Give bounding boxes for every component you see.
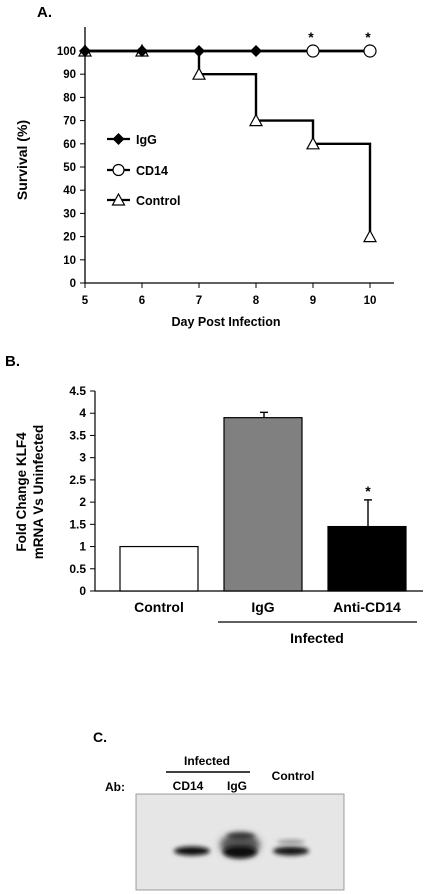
blot-lane-igg: IgG — [227, 779, 247, 793]
klf4-error-bars — [260, 411, 372, 527]
klf4-x-label: IgG — [251, 599, 274, 615]
legend-item-control: Control — [107, 192, 180, 208]
point-cd14 — [306, 44, 320, 58]
survival-y-ticks: 0 10 20 30 40 50 60 70 80 90 100 — [57, 46, 85, 290]
blot-lane-control: Control — [272, 769, 315, 783]
significance-asterisk: * — [365, 483, 371, 499]
point-control — [362, 229, 378, 243]
survival-x-ticks: 5 6 7 8 9 10 — [82, 283, 377, 307]
point-control — [248, 113, 264, 127]
survival-x-tick-label: 7 — [196, 295, 202, 307]
klf4-bar-chart: Fold Change KLF4 mRNA Vs Uninfected 0 0.5… — [14, 384, 423, 646]
klf4-y-tick-label: 4.5 — [69, 384, 86, 398]
survival-y-tick-label: 70 — [63, 116, 76, 128]
klf4-x-label: Anti-CD14 — [333, 599, 401, 615]
legend-control-label: Control — [136, 194, 180, 208]
survival-y-tick-label: 50 — [63, 162, 76, 174]
point-igg — [79, 45, 91, 57]
point-igg — [136, 45, 148, 57]
survival-y-tick-label: 60 — [63, 139, 76, 151]
klf4-infected-label: Infected — [290, 630, 344, 646]
klf4-annotations: * — [365, 483, 371, 499]
survival-y-axis-label: Survival (%) — [14, 120, 30, 200]
legend-control-triangle — [111, 192, 126, 206]
blot-band-control — [273, 846, 309, 856]
survival-x-axis-label: Day Post Infection — [171, 315, 280, 329]
panel-a: A. Survival (%) Day Post Infection 0 10 20… — [14, 4, 394, 329]
legend-item-cd14: CD14 — [107, 163, 168, 178]
point-igg — [193, 45, 205, 57]
panel-b-label: B. — [5, 353, 20, 370]
legend-igg-label: IgG — [136, 133, 157, 147]
survival-y-tick-label: 100 — [57, 46, 76, 58]
klf4-bars — [119, 417, 407, 592]
blot-band-cd14 — [174, 846, 210, 856]
survival-x-tick-label: 9 — [310, 295, 316, 307]
klf4-y-tick-label: 1 — [79, 540, 86, 554]
klf4-y-tick-label: 3.5 — [69, 428, 86, 442]
panel-b: B. Fold Change KLF4 mRNA Vs Uninfected 0… — [5, 353, 423, 646]
klf4-y-axis-label-line2: mRNA Vs Uninfected — [31, 425, 46, 560]
blot-band-control-faint — [277, 839, 305, 845]
survival-markers — [77, 43, 378, 243]
bar-igg — [223, 417, 303, 592]
survival-y-tick-label: 0 — [70, 278, 76, 290]
blot-infected-label: Infected — [184, 754, 230, 768]
survival-x-tick-label: 8 — [253, 295, 260, 307]
survival-lines — [85, 49, 372, 237]
survival-chart: Survival (%) Day Post Infection 0 10 20 30 4… — [14, 27, 394, 329]
blot-band-igg-upper — [227, 833, 255, 839]
survival-annotations: * * — [308, 29, 371, 45]
panel-a-label: A. — [37, 4, 52, 21]
klf4-x-label: Control — [134, 599, 184, 615]
survival-x-tick-label: 5 — [82, 295, 89, 307]
survival-x-tick-label: 6 — [139, 295, 145, 307]
point-cd14 — [363, 44, 377, 58]
series-line-control — [85, 49, 372, 237]
klf4-y-tick-label: 0.5 — [69, 562, 86, 576]
klf4-y-tick-label: 2.5 — [69, 473, 86, 487]
bar-control — [119, 545, 199, 592]
survival-y-tick-label: 20 — [63, 232, 76, 244]
panel-c-label: C. — [93, 729, 107, 745]
survival-y-tick-label: 90 — [63, 69, 76, 81]
klf4-y-tick-label: 4 — [79, 406, 86, 420]
point-control — [191, 66, 207, 80]
klf4-y-tick-label: 1.5 — [69, 517, 86, 531]
klf4-y-tick-label: 3 — [79, 451, 86, 465]
blot-lane-cd14: CD14 — [173, 779, 204, 793]
point-control — [305, 136, 321, 150]
survival-y-tick-label: 80 — [63, 92, 76, 104]
panel-c: C. Infected Ab: CD14 IgG Control — [93, 729, 345, 891]
klf4-y-axis-label-line1: Fold Change KLF4 — [14, 432, 29, 552]
klf4-y-tick-label: 0 — [79, 584, 86, 598]
legend-cd14-circle — [112, 163, 125, 177]
legend-igg-diamond — [112, 133, 125, 145]
legend-cd14-label: CD14 — [136, 164, 168, 178]
legend-item-igg: IgG — [107, 133, 157, 147]
klf4-y-tick-label: 2 — [79, 495, 86, 509]
western-blot-image — [135, 793, 345, 891]
klf4-x-labels: Control IgG Anti-CD14 — [134, 599, 401, 615]
point-igg — [250, 45, 262, 57]
blot-band-igg — [223, 846, 257, 858]
survival-legend: IgG CD14 Control — [107, 133, 180, 208]
survival-y-tick-label: 40 — [63, 185, 76, 197]
survival-y-tick-label: 30 — [63, 208, 76, 220]
significance-asterisk: * — [365, 29, 371, 45]
survival-x-tick-label: 10 — [364, 295, 377, 307]
bar-anti-cd14 — [327, 525, 407, 592]
klf4-y-ticks: 0 0.5 1 1.5 2 2.5 3 3.5 4 4.5 — [69, 384, 95, 598]
blot-ab-label: Ab: — [105, 780, 125, 794]
survival-y-tick-label: 10 — [63, 255, 76, 267]
significance-asterisk: * — [308, 29, 314, 45]
